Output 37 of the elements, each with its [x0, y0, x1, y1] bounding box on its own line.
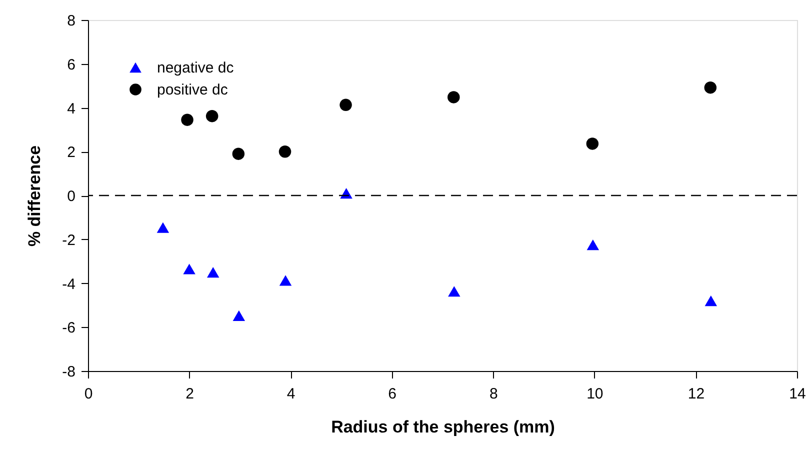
y-tick-label: -4 — [62, 276, 76, 293]
x-tick-label: 0 — [84, 386, 93, 402]
x-tick-label: 6 — [388, 386, 397, 402]
point — [183, 264, 196, 274]
point — [586, 138, 599, 150]
y-tick-label: 2 — [67, 144, 76, 162]
y-tick-label: -2 — [62, 232, 76, 249]
point — [704, 81, 717, 94]
y-tick-label: 8 — [67, 12, 76, 30]
legend-label: positive dc — [157, 82, 228, 98]
x-axis-title: Radius of the spheres (mm) — [331, 418, 555, 436]
y-tick-label: 6 — [67, 56, 76, 74]
y-axis-title: % difference — [25, 145, 44, 247]
legend-label: negative dc — [157, 60, 234, 76]
point — [278, 146, 292, 158]
y-tick-label: -8 — [62, 364, 76, 380]
point — [586, 240, 600, 250]
point — [181, 114, 194, 126]
point — [206, 266, 220, 278]
point — [206, 110, 218, 122]
x-tick-label: 10 — [586, 386, 604, 402]
x-tick-label: 2 — [186, 386, 194, 402]
x-tick-label: 4 — [286, 386, 296, 402]
point — [448, 91, 460, 104]
point — [156, 222, 170, 233]
point — [232, 310, 246, 322]
point — [448, 286, 460, 297]
point — [279, 275, 292, 286]
point — [340, 98, 352, 112]
x-tick-label: 14 — [789, 386, 806, 402]
point — [232, 148, 245, 160]
y-tick-label: 4 — [67, 100, 76, 118]
point — [704, 295, 718, 306]
y-tick-label: 0 — [67, 188, 76, 205]
x-tick-label: 12 — [688, 386, 705, 402]
x-tick-label: 8 — [489, 386, 498, 402]
y-tick-label: -6 — [62, 320, 76, 337]
